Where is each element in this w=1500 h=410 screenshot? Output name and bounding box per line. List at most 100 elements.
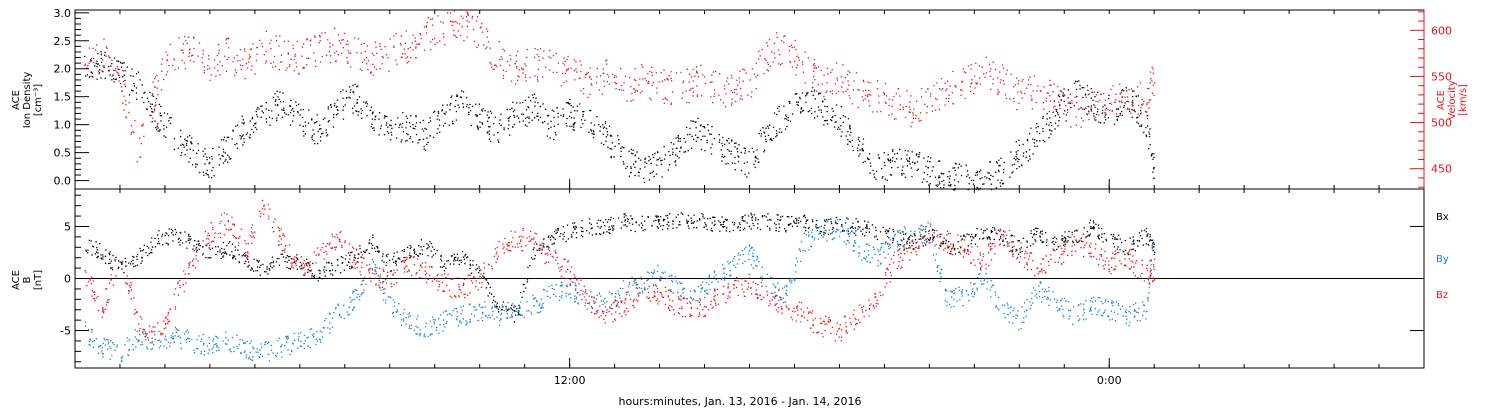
bx-point (1097, 235, 1099, 238)
velocity-point (280, 61, 282, 63)
bx-point (582, 236, 584, 238)
density-point (493, 134, 495, 136)
velocity-point (256, 53, 258, 55)
by-point (172, 337, 174, 340)
velocity-point (888, 105, 890, 107)
velocity-point (303, 43, 305, 45)
density-point (1018, 139, 1020, 141)
velocity-point (831, 93, 834, 95)
by-point (614, 296, 616, 298)
bx-point (109, 253, 111, 256)
density-point (287, 114, 289, 116)
bx-point (381, 260, 383, 262)
velocity-point (1148, 87, 1150, 90)
bx-point (830, 218, 832, 220)
density-point (1048, 137, 1050, 139)
by-point (419, 333, 422, 335)
density-point (1074, 80, 1077, 82)
density-point (649, 172, 651, 174)
density-point (476, 114, 478, 116)
bx-point (1000, 237, 1002, 239)
velocity-point (1137, 113, 1139, 115)
bx-point (167, 244, 169, 246)
density-point (516, 115, 518, 117)
density-point (1026, 140, 1029, 142)
bx-point (87, 249, 89, 251)
bx-point (344, 258, 347, 260)
density-point (584, 119, 586, 121)
bx-point (629, 222, 631, 224)
velocity-point (415, 46, 417, 48)
velocity-point (107, 55, 110, 57)
bx-point (350, 267, 353, 269)
by-point (425, 322, 428, 324)
bx-point (733, 223, 735, 226)
velocity-point (169, 43, 171, 46)
velocity-point (1148, 107, 1150, 109)
velocity-point (228, 37, 230, 39)
density-point (574, 122, 576, 124)
bx-point (1076, 241, 1078, 243)
density-point (409, 138, 411, 140)
by-point (170, 337, 172, 339)
density-point (469, 110, 472, 112)
density-point (1145, 127, 1147, 129)
bx-point (630, 229, 632, 231)
by-point (392, 315, 395, 318)
velocity-point (736, 93, 738, 95)
bx-point (703, 217, 705, 220)
density-point (728, 142, 730, 144)
by-point (526, 310, 528, 312)
density-point (738, 156, 740, 158)
density-point (325, 131, 327, 134)
density-point (311, 118, 313, 120)
bx-point (533, 247, 535, 249)
by-point (338, 304, 340, 307)
density-point (1056, 109, 1058, 111)
density-point (402, 112, 404, 114)
bx-point (712, 216, 715, 218)
density-point (279, 91, 281, 93)
by-point (419, 329, 421, 331)
velocity-point (309, 44, 312, 46)
velocity-point (329, 42, 331, 44)
density-point (724, 155, 726, 157)
density-point (189, 148, 191, 150)
bx-point (461, 250, 464, 253)
velocity-point (163, 78, 165, 81)
velocity-point (347, 49, 349, 52)
density-point (1117, 116, 1120, 118)
bx-point (238, 261, 240, 263)
bx-point (1154, 251, 1156, 253)
velocity-point (902, 108, 905, 110)
bx-point (1153, 246, 1155, 248)
density-point (302, 125, 304, 127)
bx-point (245, 260, 247, 262)
by-point (154, 338, 156, 341)
velocity-point (168, 65, 170, 67)
velocity-point (909, 101, 911, 103)
by-point (604, 297, 606, 300)
bx-point (1139, 235, 1142, 237)
density-point (957, 181, 959, 183)
bx-point (815, 225, 817, 227)
density-point (630, 167, 632, 170)
velocity-point (731, 102, 733, 104)
density-point (426, 143, 428, 146)
density-point (765, 138, 767, 140)
by-point (128, 349, 130, 351)
velocity-point (670, 71, 672, 73)
bx-point (136, 258, 138, 261)
density-point (643, 181, 646, 183)
bx-point (626, 225, 628, 228)
bx-point (686, 221, 688, 223)
velocity-point (725, 93, 727, 95)
density-point (648, 179, 651, 181)
density-point (696, 136, 699, 139)
density-axis-label: ACEIon Density[cm⁻³] (11, 72, 44, 129)
by-point (360, 294, 362, 296)
bx-point (667, 221, 669, 223)
by-point (242, 342, 245, 344)
by-point (128, 349, 131, 351)
bx-point (755, 217, 757, 219)
